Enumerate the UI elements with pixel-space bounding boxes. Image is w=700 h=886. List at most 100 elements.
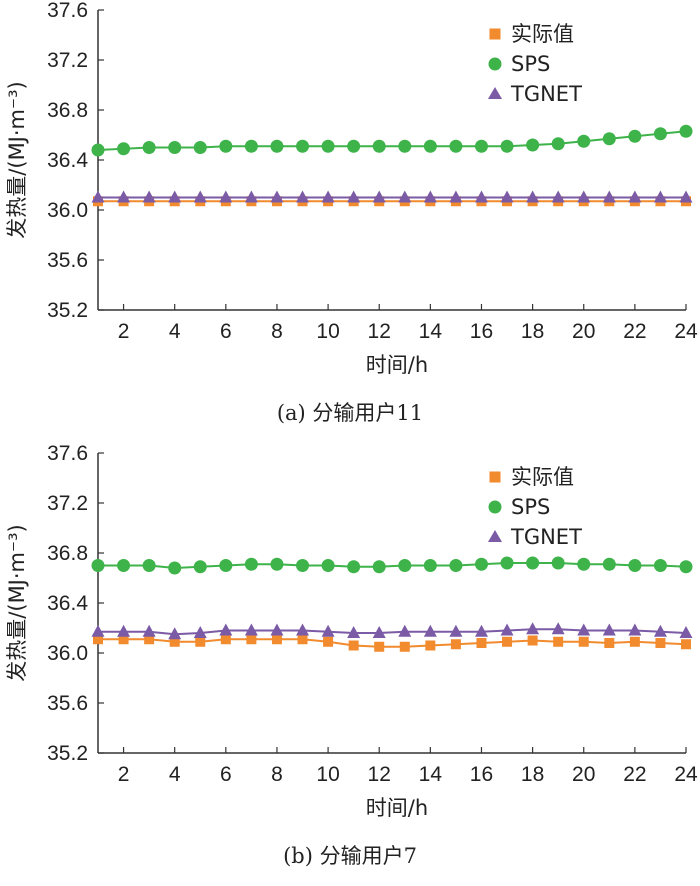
chart-panel-b: 35.2 35.6 36.0 36.4 36.8 37.2 37.6 2 4 6 8 10 12 14 16… <box>0 443 700 886</box>
data-point <box>117 190 131 203</box>
series-line-circle <box>98 562 687 570</box>
data-point <box>296 623 310 636</box>
data-point <box>270 557 284 571</box>
data-point <box>526 556 540 570</box>
data-point <box>602 557 616 571</box>
data-point <box>604 638 615 648</box>
data-point <box>244 623 258 636</box>
y-tick-label: 36.4 <box>47 592 88 615</box>
data-point <box>577 623 591 636</box>
data-point <box>244 139 258 153</box>
data-point <box>653 624 667 637</box>
data-point <box>372 190 386 203</box>
data-point <box>321 559 335 572</box>
data-point <box>195 636 206 647</box>
data-point <box>577 190 591 203</box>
data-point <box>602 132 616 146</box>
data-point <box>142 141 156 154</box>
legend-marker <box>488 87 502 99</box>
x-tick-label: 20 <box>572 320 595 343</box>
data-point <box>398 624 412 637</box>
data-point <box>374 641 385 652</box>
data-point <box>500 556 514 570</box>
x-tick-label: 12 <box>368 320 391 343</box>
data-point <box>271 634 282 645</box>
data-point <box>296 559 310 572</box>
y-tick-label: 37.2 <box>47 49 88 72</box>
data-point <box>474 139 488 153</box>
data-point <box>449 139 463 153</box>
y-tick-label: 36.4 <box>47 149 88 172</box>
x-tick-label: 24 <box>674 763 698 786</box>
data-point <box>425 640 436 651</box>
data-point <box>270 139 284 153</box>
y-tick-label: 36.8 <box>47 99 88 122</box>
data-point <box>500 139 514 153</box>
y-axis-label: 发热量/(MJ·m⁻³) <box>5 524 29 681</box>
y-tick-label: 36.0 <box>47 199 88 222</box>
data-point <box>169 636 180 647</box>
data-point <box>423 624 437 637</box>
data-point <box>321 139 335 153</box>
x-tick-label: 18 <box>521 320 544 343</box>
data-point <box>450 639 461 650</box>
data-point <box>270 190 284 203</box>
data-point <box>527 635 538 646</box>
legend-label: TGNET <box>510 82 582 106</box>
data-point <box>144 634 155 645</box>
data-point <box>219 190 233 203</box>
x-tick-label: 24 <box>674 320 698 343</box>
data-point <box>423 190 437 203</box>
legend-label: SPS <box>511 52 550 76</box>
x-tick-label: 16 <box>470 763 493 786</box>
data-point <box>91 624 105 637</box>
data-point <box>91 143 105 157</box>
data-point <box>602 623 616 636</box>
data-point <box>681 639 691 650</box>
y-axis-label: 发热量/(MJ·m⁻³) <box>5 81 29 238</box>
data-point <box>372 560 386 574</box>
data-point <box>474 624 488 637</box>
data-point <box>449 624 463 637</box>
data-point <box>321 624 335 637</box>
series-line-triangle <box>98 628 687 636</box>
y-tick-label: 37.6 <box>47 0 88 22</box>
data-point <box>502 636 513 647</box>
data-point <box>398 559 412 572</box>
data-point <box>347 190 361 203</box>
y-tick-label: 35.6 <box>47 692 88 715</box>
data-point <box>348 640 359 651</box>
data-point <box>117 624 131 637</box>
data-point <box>577 134 591 148</box>
data-point <box>399 641 410 652</box>
data-point <box>628 559 642 572</box>
data-point <box>474 190 488 203</box>
data-point <box>142 624 156 637</box>
x-tick-label: 2 <box>118 320 130 343</box>
x-tick-label: 2 <box>118 763 130 786</box>
data-point <box>246 634 257 645</box>
data-point <box>296 139 310 153</box>
data-point <box>193 626 207 638</box>
chart-caption: (b) 分输用户7 <box>283 844 417 868</box>
data-point <box>347 139 361 153</box>
data-point <box>323 636 334 647</box>
data-point <box>653 559 667 572</box>
data-point <box>423 559 437 572</box>
data-point <box>449 559 463 572</box>
y-tick-label: 37.6 <box>47 443 88 465</box>
legend-label: SPS <box>511 495 550 519</box>
data-point <box>629 636 640 647</box>
data-point <box>474 557 488 571</box>
data-point <box>168 190 182 203</box>
data-point <box>219 139 233 153</box>
data-point <box>602 190 616 203</box>
data-point <box>679 190 693 203</box>
x-tick-label: 22 <box>623 763 646 786</box>
data-point <box>628 190 642 203</box>
legend-marker <box>488 57 502 71</box>
data-point <box>117 559 131 572</box>
x-tick-label: 10 <box>316 320 339 343</box>
data-point <box>551 190 565 203</box>
x-tick-label: 18 <box>521 763 544 786</box>
